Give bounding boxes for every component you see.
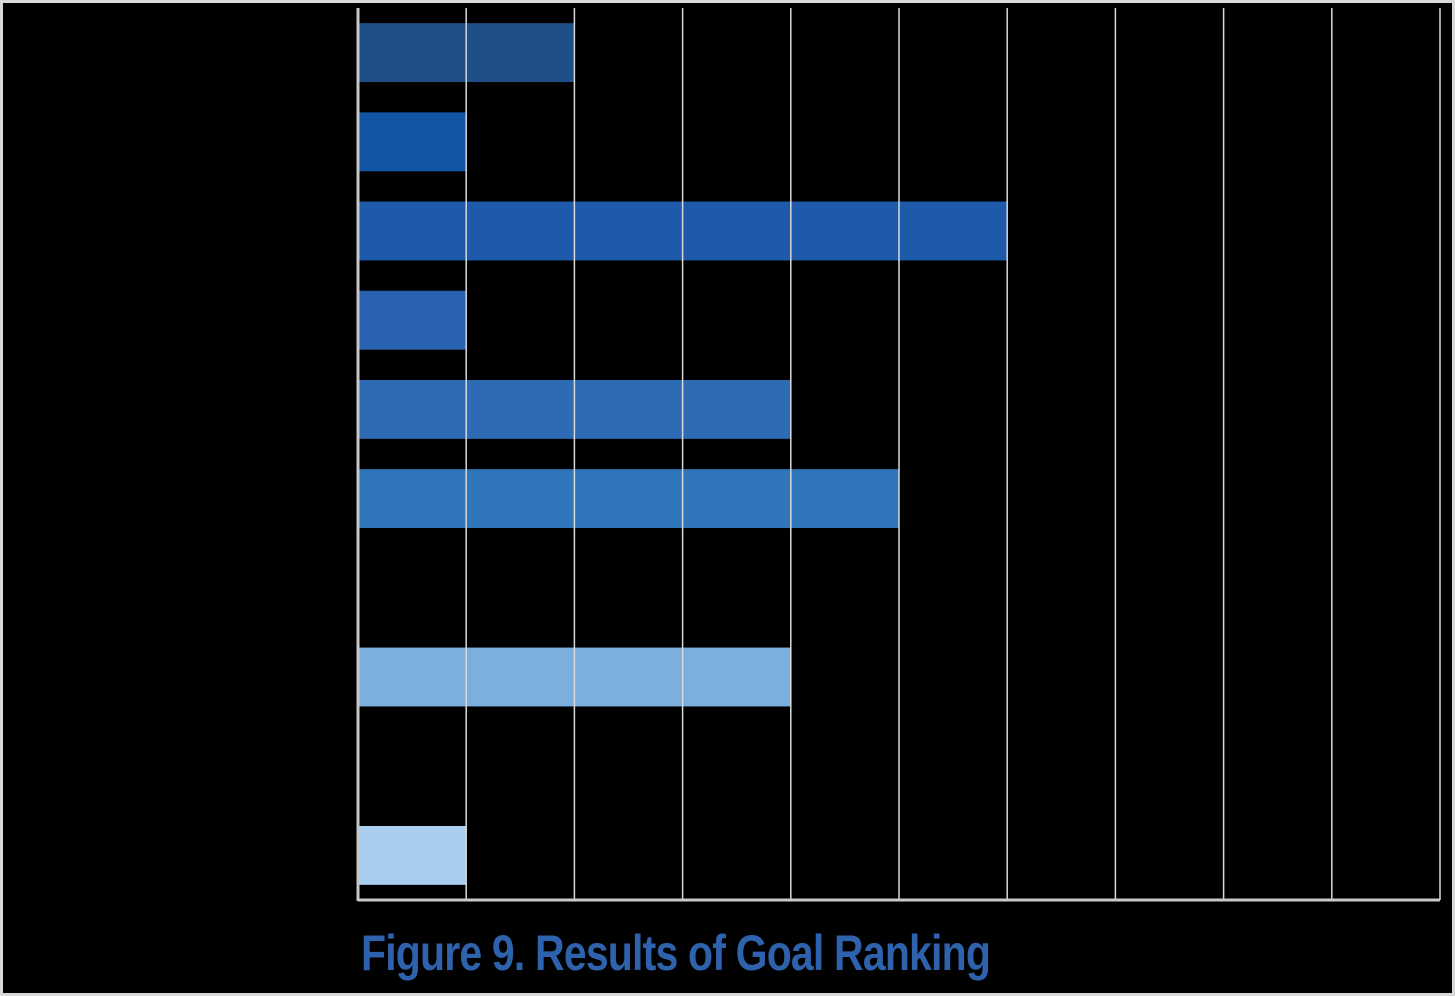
bar-3 xyxy=(358,290,467,350)
axes xyxy=(356,8,1440,902)
bar-1 xyxy=(358,112,467,172)
bar-9 xyxy=(358,825,467,885)
bar-5 xyxy=(358,469,899,529)
bar-chart xyxy=(356,8,1441,902)
figure-caption: Figure 9. Results of Goal Ranking xyxy=(361,925,991,981)
bars xyxy=(358,8,1441,900)
